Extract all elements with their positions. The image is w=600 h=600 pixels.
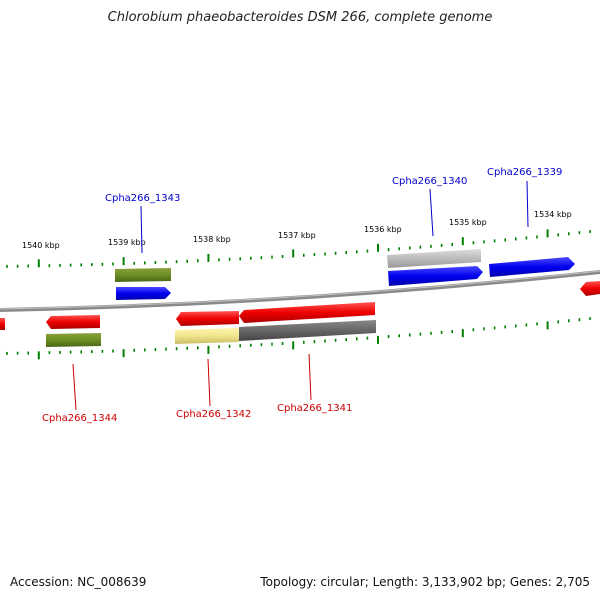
gene-1344-bar[interactable] <box>46 333 101 347</box>
gene-1339-arrow[interactable] <box>489 257 575 277</box>
gene-1342-bar[interactable] <box>175 328 239 344</box>
gene-1340-arrow[interactable] <box>388 266 483 286</box>
gene-label-1343[interactable]: Cpha266_1343 <box>105 193 180 204</box>
gene-1343-arrow[interactable] <box>116 287 171 300</box>
tick-row-top <box>6 229 591 268</box>
tick-label: 1535 kbp <box>449 218 487 227</box>
label-leader-lines <box>72 180 529 411</box>
reverse-strand-features <box>0 281 600 347</box>
map-title: Chlorobium phaeobacteroides DSM 266, com… <box>107 10 493 25</box>
gene-1342-arrow[interactable] <box>176 311 239 326</box>
tick-row-bottom <box>6 317 591 360</box>
tick-label: 1540 kbp <box>22 241 60 250</box>
gene-1340-bar[interactable] <box>387 249 481 268</box>
gene-label-1340[interactable]: Cpha266_1340 <box>392 176 467 187</box>
genome-backbone <box>0 270 600 312</box>
tick-label: 1536 kbp <box>364 225 402 234</box>
gene-label-1339[interactable]: Cpha266_1339 <box>487 167 562 178</box>
gene-label-1341[interactable]: Cpha266_1341 <box>277 403 352 414</box>
gene-1341-bar[interactable] <box>239 320 376 341</box>
topology-text: Topology: circular; Length: 3,133,902 bp… <box>260 575 590 589</box>
tick-label: 1539 kbp <box>108 238 146 247</box>
gene-label-1344[interactable]: Cpha266_1344 <box>42 413 117 424</box>
accession-text: Accession: NC_008639 <box>10 575 147 589</box>
tick-label: 1534 kbp <box>534 210 572 219</box>
gene-1344-arrow[interactable] <box>46 315 100 329</box>
gene-label-1342[interactable]: Cpha266_1342 <box>176 409 251 420</box>
gene-left-edge-arrow[interactable] <box>0 318 5 330</box>
forward-strand-features <box>115 249 575 300</box>
gene-labels: Cpha266_1339 Cpha266_1340 Cpha266_1341 C… <box>42 167 562 424</box>
gene-right-edge-arrow[interactable] <box>580 281 600 296</box>
tick-label: 1537 kbp <box>278 231 316 240</box>
tick-label: 1538 kbp <box>193 235 231 244</box>
gene-1341-arrow[interactable] <box>239 302 375 323</box>
kbp-tick-labels: 1540 kbp 1539 kbp 1538 kbp 1537 kbp 1536… <box>22 210 572 250</box>
gene-1343-bar[interactable] <box>115 268 171 282</box>
